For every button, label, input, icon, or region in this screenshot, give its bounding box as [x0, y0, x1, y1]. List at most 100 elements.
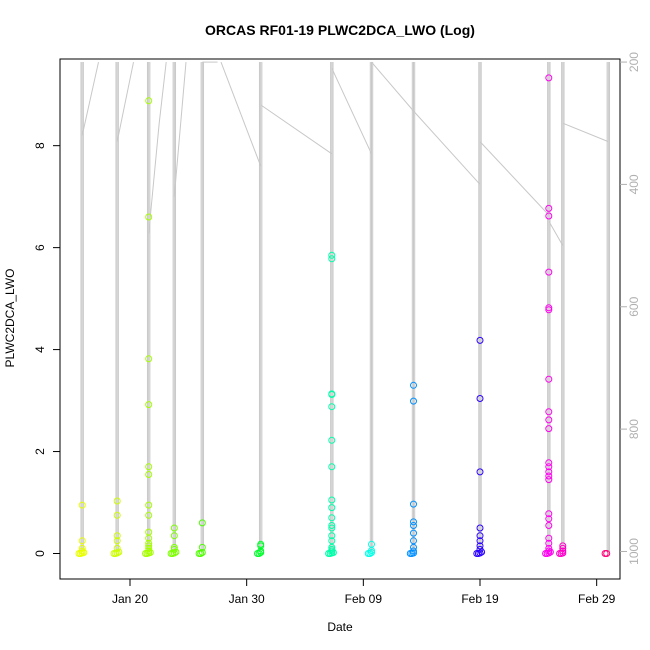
- data-point: [410, 500, 417, 508]
- data-point: [78, 547, 86, 555]
- data-point: [476, 395, 484, 402]
- data-point: [545, 74, 553, 82]
- altitude-connector-line: [220, 61, 262, 167]
- altitude-connector-line: [371, 61, 414, 112]
- data-point: [545, 304, 553, 312]
- data-point: [545, 549, 553, 557]
- altitude-connector-line: [260, 104, 333, 155]
- y2-tick-label: 600: [627, 296, 641, 316]
- data-point: [198, 543, 206, 551]
- data-point: [410, 543, 417, 551]
- data-point: [257, 547, 265, 555]
- data-point: [145, 213, 153, 221]
- altitude-connector-line: [116, 61, 134, 142]
- data-point: [113, 544, 121, 552]
- data-point: [145, 471, 153, 478]
- data-point: [476, 524, 484, 532]
- data-point: [410, 518, 417, 526]
- data-point: [328, 545, 336, 553]
- y2-tick-label: 400: [627, 174, 641, 194]
- data-point: [476, 537, 484, 545]
- data-point: [545, 547, 553, 555]
- data-point: [145, 528, 153, 536]
- data-point: [410, 529, 417, 537]
- data-point: [559, 544, 567, 552]
- data-point: [476, 545, 484, 553]
- altitude-connector-line: [562, 122, 609, 143]
- altitude-connector-line: [548, 220, 564, 246]
- x-axis-label: Date: [327, 620, 353, 634]
- y2-tick-label: 800: [627, 419, 641, 439]
- data-point: [328, 496, 336, 504]
- data-point: [545, 463, 553, 471]
- data-point: [368, 540, 375, 548]
- data-point: [410, 547, 417, 555]
- y2-tick-label: 200: [627, 52, 641, 72]
- data-point: [410, 397, 417, 405]
- data-point: [328, 514, 336, 522]
- y-axis-right: 200 400 600 800 1000: [620, 52, 641, 565]
- data-point: [545, 212, 553, 220]
- data-point: [145, 501, 153, 509]
- data-point: [170, 532, 178, 540]
- data-point: [545, 510, 553, 518]
- x-tick-label: Feb 29: [578, 592, 616, 606]
- data-point: [328, 504, 336, 512]
- data-point: [545, 476, 553, 484]
- data-point: [328, 524, 336, 532]
- y-tick-label: 6: [33, 244, 47, 251]
- data-point: [545, 306, 553, 314]
- data-point: [328, 543, 336, 551]
- data-point: [328, 403, 336, 411]
- data-point: [476, 532, 484, 540]
- data-point: [545, 416, 553, 424]
- data-point: [145, 544, 153, 552]
- data-point: [545, 425, 553, 433]
- data-point: [545, 268, 553, 276]
- data-point: [545, 375, 553, 383]
- data-point: [145, 355, 153, 363]
- altitude-connector-line: [148, 62, 167, 234]
- data-point: [410, 522, 417, 529]
- data-point: [145, 547, 153, 555]
- y-axis-left: 0 2 4 6 8: [33, 142, 60, 557]
- data-point: [170, 543, 178, 551]
- data-point: [198, 519, 206, 527]
- data-point: [476, 468, 484, 476]
- data-point: [328, 532, 336, 540]
- y-tick-label: 2: [33, 448, 47, 455]
- plot-frame: [59, 58, 621, 580]
- data-point: [145, 97, 153, 105]
- data-point: [80, 549, 88, 556]
- data-point: [257, 540, 265, 548]
- data-point: [145, 401, 153, 409]
- x-tick-label: Jan 20: [112, 592, 148, 606]
- y-axis-label: PLWC2DCA_LWO: [3, 269, 17, 368]
- altitude-connector-line: [81, 61, 99, 136]
- data-point: [146, 549, 154, 556]
- data-point: [145, 539, 153, 547]
- data-point: [170, 545, 178, 553]
- data-point: [113, 537, 121, 545]
- data-point: [545, 204, 553, 212]
- data-point: [603, 550, 611, 557]
- data-point: [328, 390, 336, 398]
- data-point: [113, 549, 121, 557]
- data-point: [559, 547, 567, 555]
- altitude-connector-line: [331, 67, 372, 155]
- altitude-trace-layer: [80, 61, 611, 552]
- y2-tick-label: 1000: [627, 538, 641, 565]
- altitude-connector-line: [173, 62, 187, 197]
- data-point: [115, 548, 123, 556]
- data-point: [145, 542, 153, 550]
- data-point: [545, 534, 553, 542]
- data-point: [410, 537, 417, 545]
- data-point: [559, 549, 567, 557]
- data-point: [546, 548, 554, 556]
- altitude-connector-line: [479, 141, 550, 216]
- data-point: [328, 436, 336, 444]
- data-point: [113, 511, 121, 519]
- x-tick-label: Feb 09: [345, 592, 383, 606]
- data-point: [476, 336, 484, 344]
- data-point: [113, 532, 121, 540]
